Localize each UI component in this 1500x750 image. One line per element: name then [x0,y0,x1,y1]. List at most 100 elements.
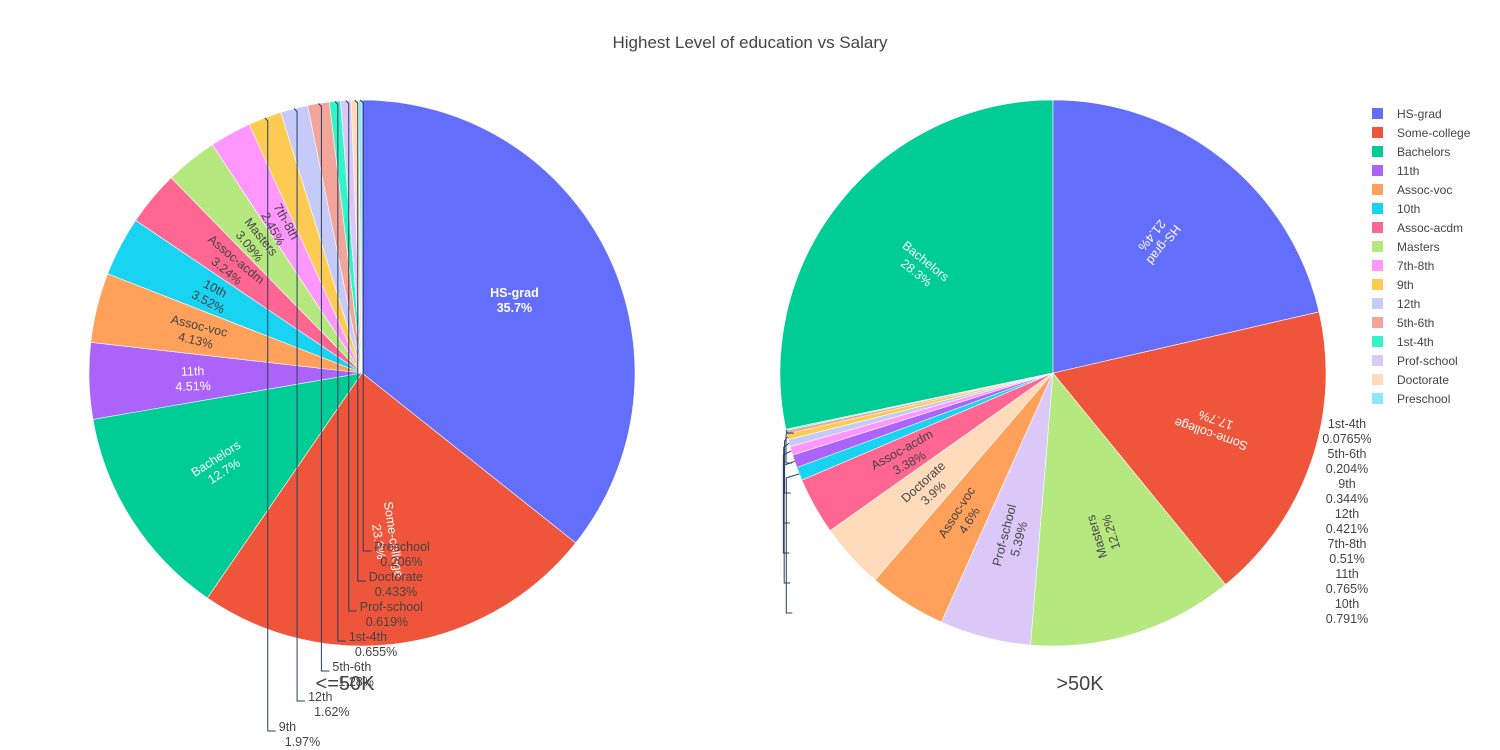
legend-item[interactable]: HS-grad [1372,104,1470,123]
legend-swatch [1372,374,1383,385]
legend-label: 5th-6th [1397,315,1435,330]
pie-slice[interactable] [779,99,1054,430]
pie-slice[interactable] [92,372,363,599]
outside-label-name: Doctorate [369,570,423,584]
legend-label: Assoc-acdm [1397,220,1464,235]
outside-label-name: Preschool [374,540,430,554]
outside-label-name: 5th-6th [332,660,371,674]
outside-label-name: 7th-8th [1328,537,1367,551]
outside-label: 1st-4th 0.655% [349,630,397,659]
outside-label-name: 10th [1335,597,1359,611]
outside-label-name: Prof-school [360,600,423,614]
legend-swatch [1372,127,1383,138]
legend-item[interactable]: Masters [1372,237,1470,256]
legend-item[interactable]: Assoc-voc [1372,180,1470,199]
legend-swatch [1372,279,1383,290]
legend-swatch [1372,317,1383,328]
outside-label: 12th 1.62% [308,690,349,719]
legend-label: Bachelors [1397,144,1451,159]
outside-label: 7th-8th 0.51% [1328,537,1367,566]
legend-label: Doctorate [1397,372,1450,387]
legend-swatch [1372,260,1383,271]
outside-label-name: 11th [1335,567,1358,581]
legend-item[interactable]: Doctorate [1372,370,1470,389]
outside-label-name: 9th [1338,477,1355,491]
legend-item[interactable]: Prof-school [1372,351,1470,370]
legend-swatch [1372,146,1383,157]
pie-slice[interactable] [1030,372,1227,647]
pie-slice[interactable] [1052,311,1327,585]
legend-swatch [1372,298,1383,309]
outside-label: 5th-6th 0.204% [1326,447,1368,476]
outside-label-value: 0.619% [366,615,408,629]
slice-label-value: 35.7% [497,301,532,315]
outside-label-value: 0.206% [380,555,422,569]
leader-line [785,473,800,614]
outside-label-value: 1.28% [338,675,373,689]
legend-item[interactable]: 12th [1372,294,1470,313]
legend-swatch [1372,393,1383,404]
legend-label: HS-grad [1397,106,1442,121]
legend-item[interactable]: 5th-6th [1372,313,1470,332]
legend-item[interactable]: Assoc-acdm [1372,218,1470,237]
outside-label-name: 1st-4th [349,630,387,644]
slice-label: 11th4.51% [175,364,211,394]
legend-item[interactable]: Some-college [1372,123,1470,142]
outside-label: 10th 0.791% [1326,597,1368,626]
outside-label: 9th 1.97% [279,720,320,749]
outside-label-value: 1.62% [314,705,349,719]
legend-label: 1st-4th [1397,334,1434,349]
outside-label-name: 9th [279,720,296,734]
legend-swatch [1372,203,1383,214]
legend-item[interactable]: 10th [1372,199,1470,218]
outside-label-value: 0.51% [1329,552,1364,566]
legend-item[interactable]: Bachelors [1372,142,1470,161]
slice-label-value: 4.51% [175,379,211,394]
legend-swatch [1372,355,1383,366]
legend-label: Masters [1397,239,1440,254]
outside-label-value: 0.421% [1326,522,1368,536]
outside-label-value: 0.433% [375,585,417,599]
legend-label: Prof-school [1397,353,1458,368]
outside-label: 11th 0.765% [1326,567,1368,596]
legend-item[interactable]: 1st-4th [1372,332,1470,351]
subplot-title-gt50k: >50K [1056,673,1104,695]
outside-label: Preschool 0.206% [374,540,430,569]
leader-line [359,99,372,552]
outside-label: Prof-school 0.619% [360,600,423,629]
legend-item[interactable]: 11th [1372,161,1470,180]
pie-1: Bachelors28.3%Assoc-acdm3.38%Doctorate3.… [779,99,1372,647]
legend-label: Assoc-voc [1397,182,1453,197]
outside-label: 9th 0.344% [1326,477,1368,506]
legend-item[interactable]: 7th-8th [1372,256,1470,275]
pie-slice[interactable] [1052,99,1320,374]
legend-label: Some-college [1397,125,1471,140]
outside-label-value: 1.97% [285,735,320,749]
legend-swatch [1372,184,1383,195]
pie-slice[interactable] [358,99,363,374]
outside-label-value: 0.344% [1326,492,1368,506]
pie-slice[interactable] [206,372,577,647]
slice-label-name: HS-grad [490,286,539,300]
leader-line [785,429,795,435]
outside-label-value: 0.791% [1326,612,1368,626]
leader-line [293,108,306,702]
chart-title: Highest Level of education vs Salary [612,33,888,52]
outside-label-name: 12th [1335,507,1359,521]
legend-label: 9th [1397,277,1414,292]
leader-line [318,103,330,672]
legend-swatch [1372,165,1383,176]
legend-label: 12th [1397,296,1421,311]
outside-label: Doctorate 0.433% [369,570,423,599]
outside-label-name: 12th [308,690,332,704]
legend-swatch [1372,336,1383,347]
legend-item[interactable]: Preschool [1372,389,1470,408]
outside-label: 12th 0.421% [1326,507,1368,536]
pie-slice[interactable] [361,99,636,544]
outside-label-value: 0.0765% [1322,432,1371,446]
outside-label-value: 0.655% [355,645,397,659]
legend-item[interactable]: 9th [1372,275,1470,294]
subplot-title-le50k: <=50K [315,673,375,695]
